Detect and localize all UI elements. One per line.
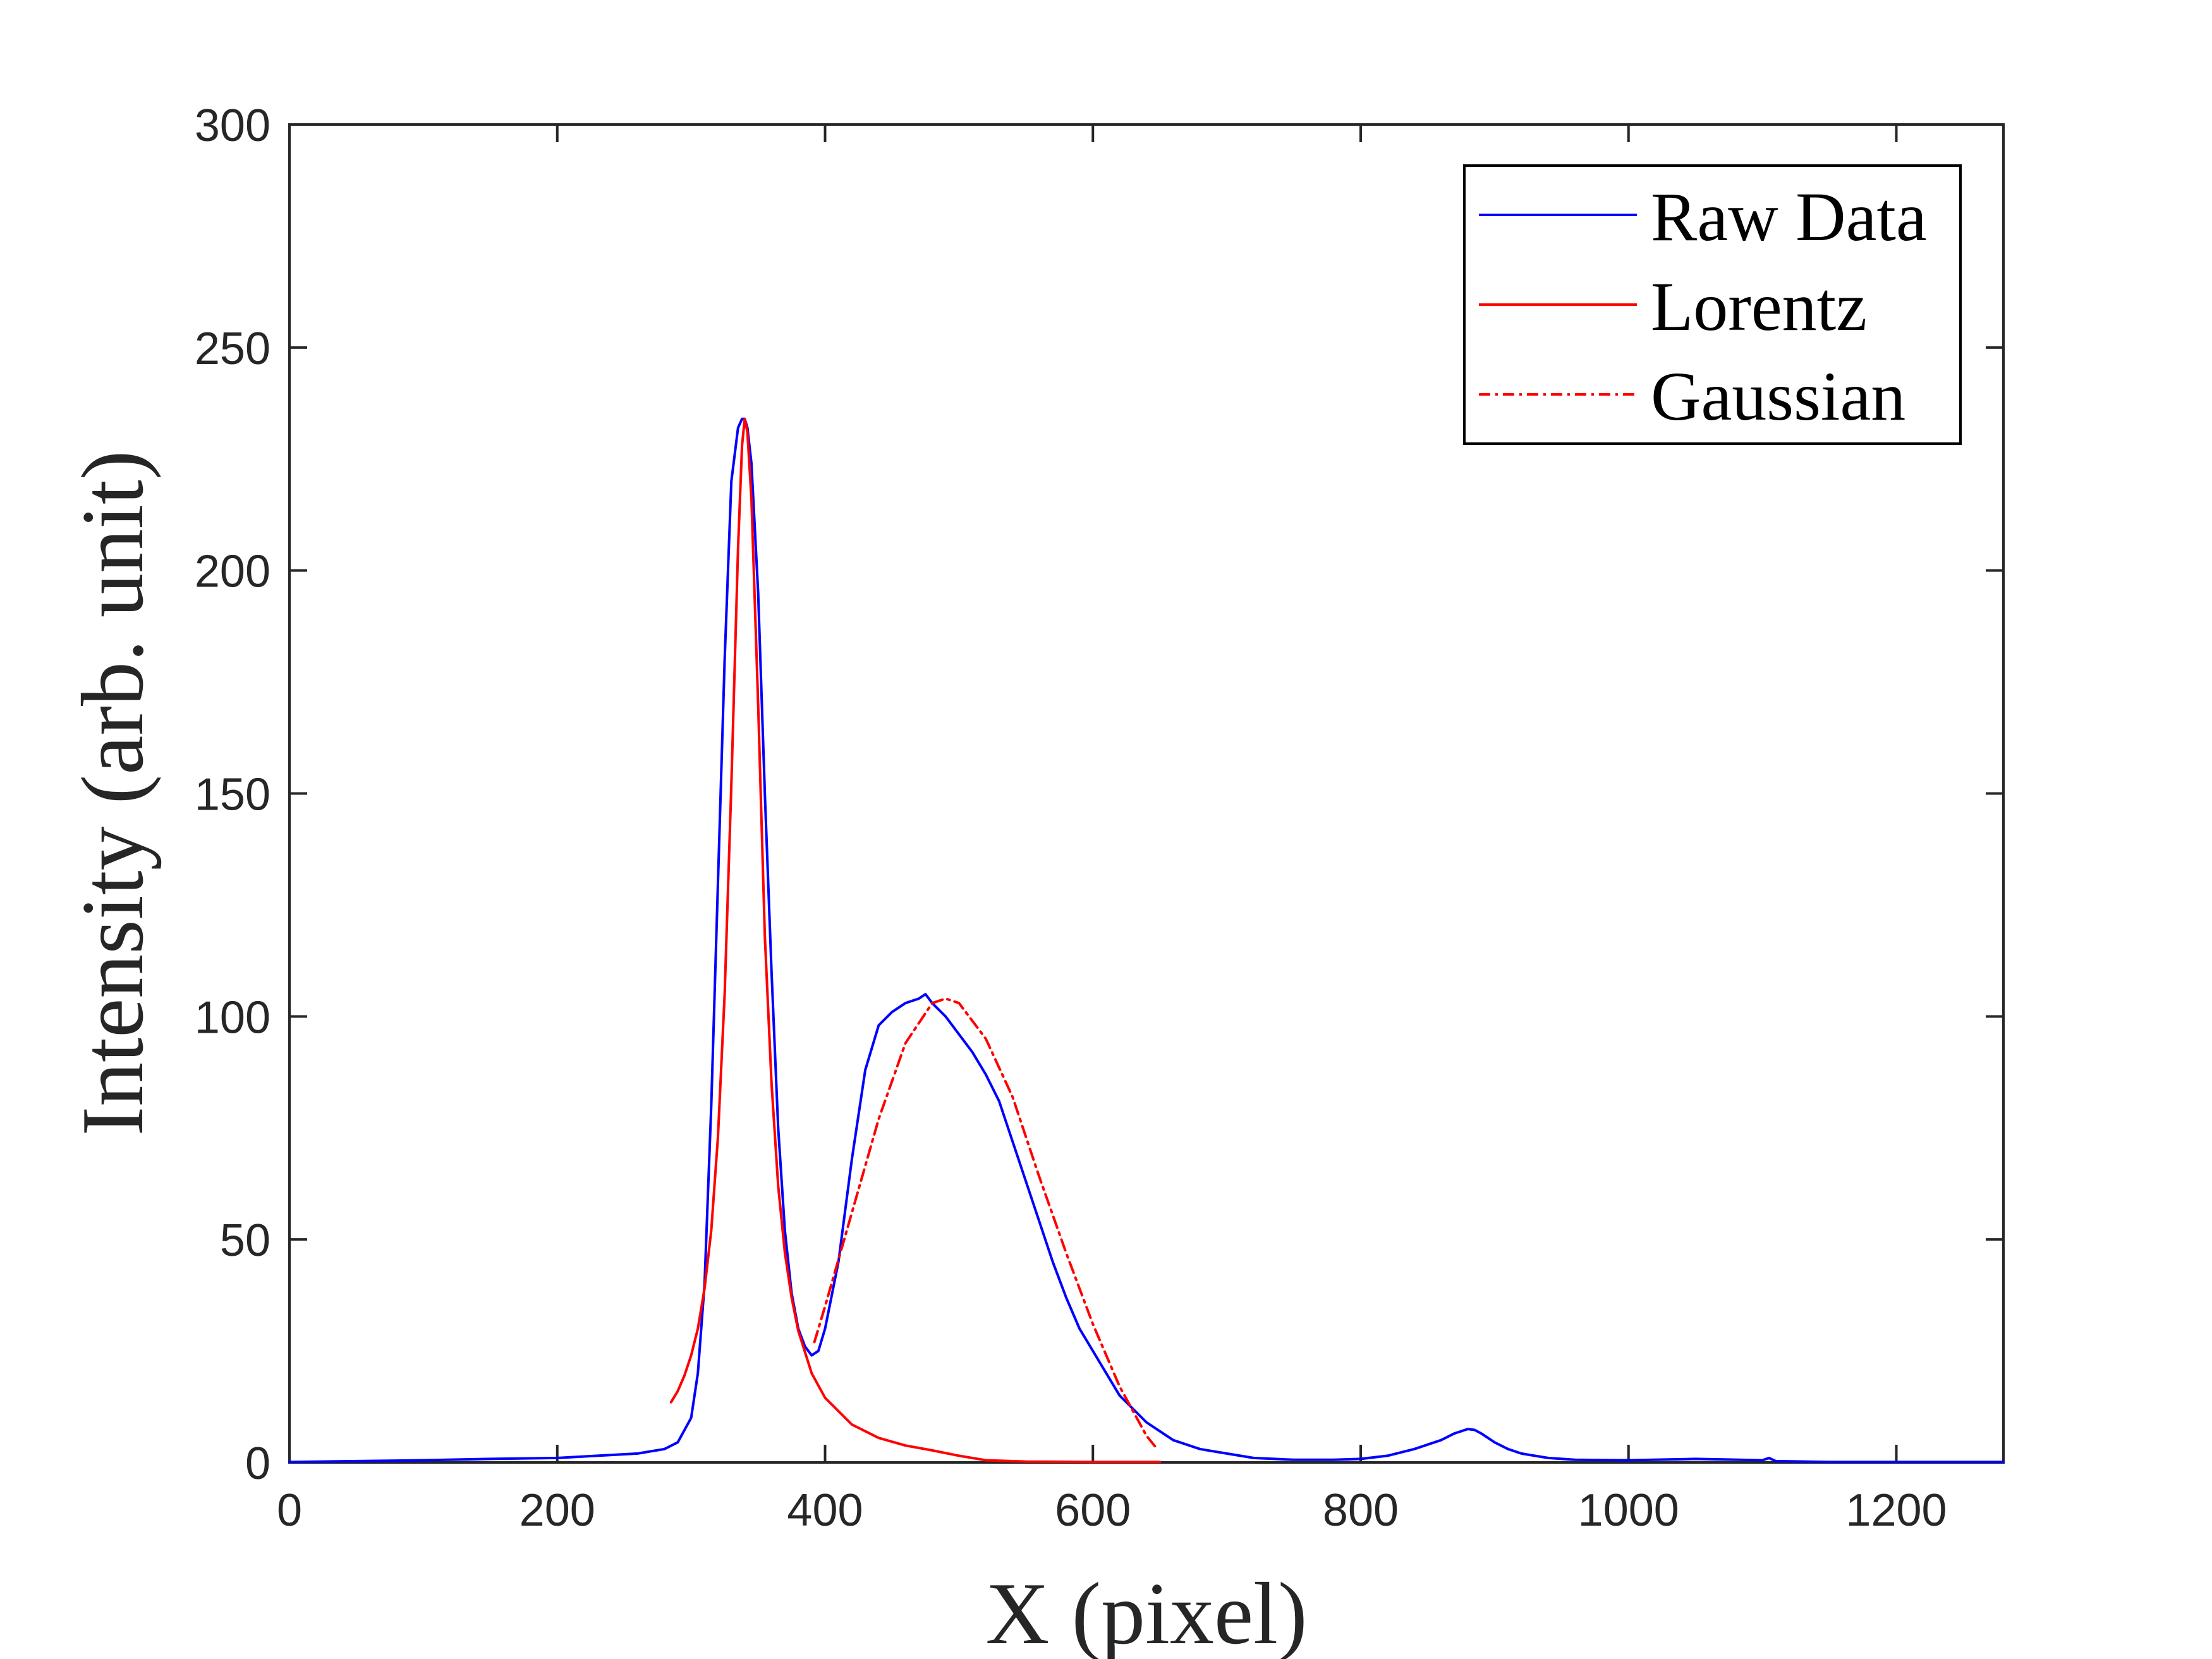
- x-tick-label: 200: [520, 1485, 595, 1536]
- x-tick-label: 600: [1055, 1485, 1131, 1536]
- y-tick-labels: 0 50 100 150 200 250 300: [195, 100, 270, 1489]
- x-tick-label: 400: [787, 1485, 863, 1536]
- series-line-gaussian: [813, 997, 1158, 1450]
- y-tick-label: 150: [195, 770, 270, 820]
- x-tick-label: 0: [277, 1485, 302, 1536]
- legend-label-gaussian: Gaussian: [1651, 358, 1905, 435]
- y-tick-label: 300: [195, 100, 270, 151]
- y-tick-label: 0: [245, 1438, 270, 1489]
- y-tick-label: 200: [195, 547, 270, 597]
- series-line-lorentz: [669, 417, 1162, 1464]
- x-tick-label: 800: [1323, 1485, 1399, 1536]
- legend: Raw Data Lorentz Gaussian: [1463, 164, 1962, 445]
- x-tick-labels: 0 200 400 600 800 1000 1200: [277, 1485, 1947, 1536]
- y-tick-label: 250: [195, 324, 270, 374]
- x-tick-label: 1200: [1845, 1485, 1947, 1536]
- y-tick-label: 50: [220, 1215, 270, 1266]
- y-axis-title: Intensity (arb. unit): [64, 451, 162, 1136]
- legend-box: [1463, 164, 1962, 445]
- legend-label-lorentz: Lorentz: [1651, 268, 1867, 345]
- x-tick-label: 1000: [1578, 1485, 1679, 1536]
- series-line-raw-data: [288, 417, 2005, 1464]
- y-tick-label: 100: [195, 992, 270, 1043]
- legend-label-raw-data: Raw Data: [1651, 178, 1927, 255]
- x-axis-title: X (pixel): [985, 1565, 1307, 1659]
- series-layer: [288, 417, 2005, 1464]
